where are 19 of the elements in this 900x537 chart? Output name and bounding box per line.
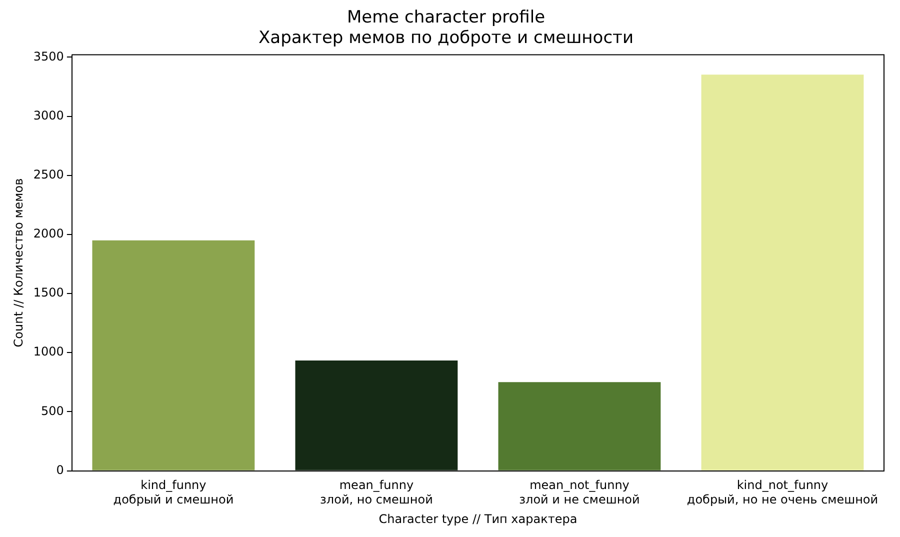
y-tick-label: 2000 — [33, 226, 64, 241]
y-tick-label: 1500 — [33, 286, 64, 300]
bar — [498, 382, 661, 470]
y-tick-label: 2500 — [33, 167, 64, 182]
x-tick-label: mean_not_funny злой и не смешной — [519, 478, 640, 507]
y-tick-label: 3500 — [33, 49, 64, 64]
bar — [701, 74, 864, 470]
x-tick-label: mean_funny злой, но смешной — [320, 478, 433, 507]
y-tick-label: 3000 — [33, 108, 64, 122]
y-tick-label: 1000 — [33, 344, 64, 359]
y-tick-label: 0 — [56, 462, 64, 477]
x-tick-label: kind_not_funny добрый, но не очень смешной — [686, 478, 878, 507]
bar — [92, 240, 255, 470]
x-axis-title: Character type // Тип характера — [378, 512, 578, 526]
chart-title: Meme character profile Характер мемов по доброте и смешности — [258, 8, 634, 48]
bar — [295, 360, 458, 470]
x-tick-label: kind_funny добрый и смешной — [113, 478, 234, 507]
y-axis-title: Count // Количество мемов — [11, 178, 26, 348]
y-tick-label: 500 — [41, 404, 64, 418]
